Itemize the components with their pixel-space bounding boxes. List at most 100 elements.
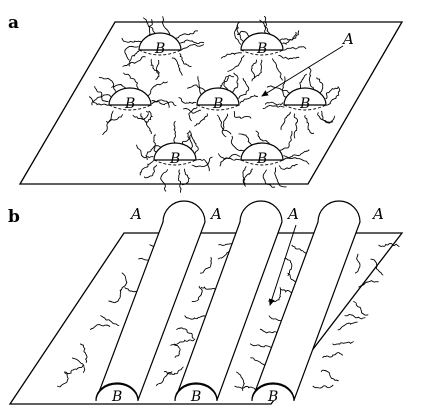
corona-chain: [156, 371, 173, 387]
panel-a-corona-chains: [88, 15, 341, 193]
corona-chain: [143, 164, 158, 179]
corona-chain: [176, 327, 194, 339]
corona-chain: [283, 149, 310, 158]
corona-chain: [218, 153, 241, 161]
corona-chain: [216, 114, 232, 135]
corona-chain: [71, 357, 86, 374]
corona-chain: [57, 372, 69, 388]
corona-chain: [183, 107, 202, 114]
corona-chain: [163, 366, 184, 375]
corona-chain: [344, 314, 366, 320]
cylinder-label-B: B: [190, 389, 201, 405]
micelle-core: [153, 142, 197, 161]
corona-chain: [234, 385, 256, 390]
corona-chain: [123, 72, 140, 93]
corona-chain: [262, 105, 285, 109]
corona-chain: [251, 59, 258, 79]
cylinder-label-B: B: [111, 389, 122, 405]
corona-chain: [358, 280, 379, 288]
panel-a-arrow: [261, 45, 344, 97]
corona-chain: [64, 365, 84, 375]
corona-chain: [242, 168, 253, 184]
corona-chain: [293, 113, 299, 139]
corona-chain: [271, 58, 284, 81]
corona-chain: [128, 50, 140, 67]
corona-chain: [234, 21, 242, 45]
corona-chain: [79, 343, 88, 363]
corona-chain: [239, 94, 258, 104]
corona-chain: [282, 31, 297, 45]
corona-chain: [122, 56, 146, 67]
corona-chain: [190, 134, 199, 154]
micelle-base-dashed: [283, 104, 327, 111]
corona-chain: [173, 120, 176, 147]
corona-chain: [160, 169, 169, 192]
micelle-base-dashed: [138, 49, 182, 56]
corona-chain: [283, 157, 310, 165]
corona-chain: [317, 112, 334, 123]
corona-chain: [121, 37, 143, 43]
cylinder: B: [174, 200, 283, 405]
corona-chain: [88, 96, 109, 106]
corona-chain: [194, 113, 208, 127]
corona-chain: [337, 321, 358, 331]
corona-chain: [142, 17, 157, 37]
corona-chain: [145, 145, 163, 161]
micelle-label-B: B: [256, 151, 267, 167]
micelle-core: [138, 32, 182, 51]
corona-chain: [186, 84, 203, 96]
corona-chain: [220, 52, 242, 59]
corona-chain: [282, 76, 287, 98]
corona-chain: [147, 81, 168, 97]
micelle-base-dashed: [196, 104, 240, 111]
corona-chain: [230, 135, 246, 152]
corona-chain: [89, 324, 111, 330]
corona-chain: [223, 74, 235, 93]
panel-b-arrow: [269, 224, 297, 306]
corona-chain: [124, 45, 139, 61]
panel-b-top-label: A: [129, 205, 142, 223]
corona-chain: [184, 315, 206, 320]
micelle-label-B: B: [212, 96, 223, 112]
corona-chain: [322, 352, 344, 359]
panel-b: b B B B A A A A: [8, 200, 404, 405]
corona-chain: [266, 85, 293, 95]
corona-chain: [151, 100, 177, 107]
corona-chain: [316, 77, 324, 95]
corona-chain: [233, 111, 252, 119]
micelle-label-B: B: [256, 41, 267, 57]
corona-chain: [119, 272, 128, 292]
corona-chain: [354, 253, 361, 274]
corona-chain: [320, 369, 339, 382]
corona-chain: [231, 72, 239, 95]
micelle-core: [108, 87, 152, 106]
corona-chain: [251, 59, 263, 82]
corona-chain: [197, 76, 207, 94]
corona-chain: [321, 110, 336, 124]
corona-chain: [188, 106, 198, 122]
corona-chain: [179, 53, 192, 67]
panel-a-micelles: B B B B B B B: [108, 32, 327, 167]
corona-chain: [191, 285, 203, 303]
corona-chain: [238, 77, 250, 100]
panel-a-label-A: A: [341, 30, 354, 48]
corona-chain: [378, 242, 400, 247]
corona-chain: [283, 46, 307, 51]
micelle: B: [240, 142, 284, 167]
cylinder-end-cap: [251, 383, 295, 402]
panel-b-top-label: A: [371, 205, 384, 223]
corona-chain: [102, 110, 114, 136]
corona-chain: [200, 256, 212, 274]
micelle-base-dashed: [108, 104, 152, 111]
micelle-label-B: B: [169, 151, 180, 167]
corona-chain: [132, 113, 149, 120]
corona-chain: [227, 54, 245, 72]
panel-b-plane: [8, 232, 404, 405]
corona-chain: [238, 133, 253, 148]
corona-chain: [277, 130, 293, 151]
corona-chain: [150, 58, 160, 74]
corona-chain: [186, 130, 193, 150]
corona-chain: [181, 43, 205, 51]
corona-chain: [283, 258, 293, 277]
